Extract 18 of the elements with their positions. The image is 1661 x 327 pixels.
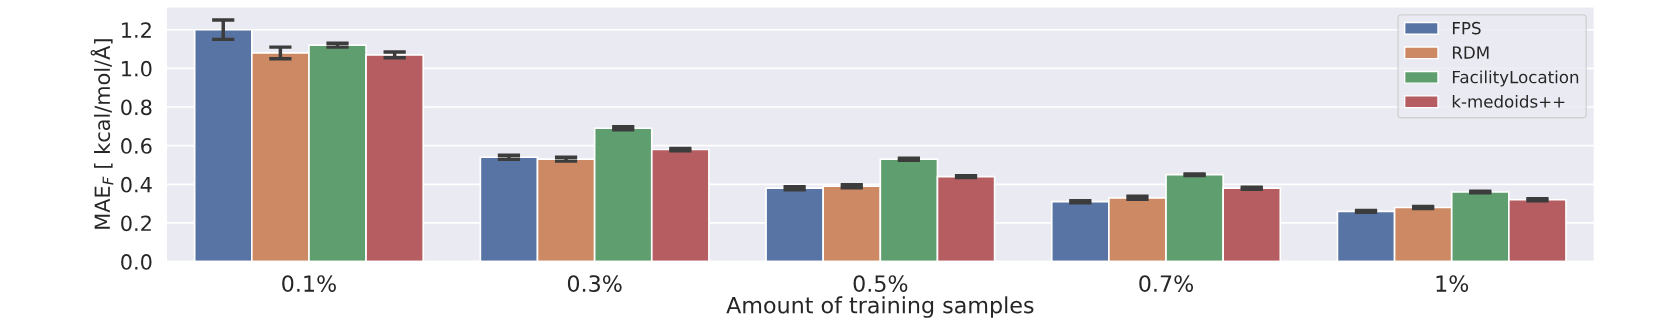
y-tick-label: 0.4 [121,176,152,193]
x-tick-label: 0.3% [567,275,622,292]
y-tick-label: 1.2 [122,22,151,38]
legend-label: FacilityLocation [1452,70,1579,87]
x-tick-label: 1% [1436,275,1469,292]
x-tick-label: 0.7% [1139,275,1194,292]
y-tick-label: 0.2 [121,215,151,232]
y-tick-label: 0.0 [121,254,152,270]
x-tick-label: 0.1% [282,275,336,292]
y-tick-label: 1.0 [122,60,152,77]
y-tick-label: 0.8 [121,99,152,116]
x-tick-label: 0.5% [853,275,908,292]
legend-label: FPS [1452,21,1481,35]
y-tick-label: 0.6 [121,138,152,154]
x-axis-title: Amount of training samples [726,296,1034,318]
y-axis-title: MAE$_{F}$ [ kcal/mol/Å] [90,39,114,229]
legend-label: k-medoids++ [1452,94,1565,108]
legend-label: RDM [1452,46,1489,59]
